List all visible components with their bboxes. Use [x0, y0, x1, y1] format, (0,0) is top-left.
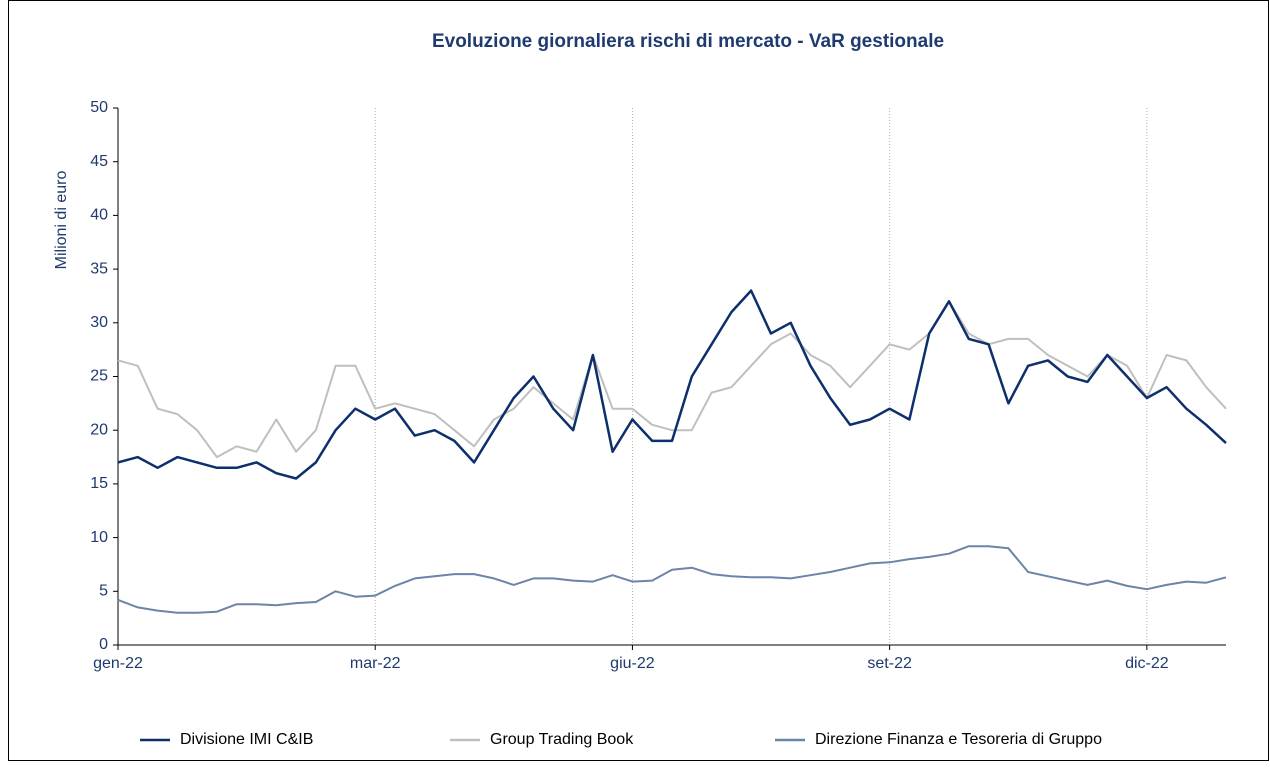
y-tick-label: 5: [99, 583, 108, 600]
series-line: [117, 300, 1227, 459]
frame: [8, 0, 1269, 761]
y-axis-label: Milioni di euro: [53, 171, 70, 270]
y-tick-label: 0: [99, 636, 108, 653]
y-tick-label: 45: [90, 153, 108, 170]
x-tick-label: mar-22: [350, 655, 401, 672]
y-tick-label: 50: [90, 99, 108, 116]
x-tick-label: set-22: [867, 655, 912, 672]
x-tick-label: giu-22: [610, 655, 655, 672]
y-tick-label: 35: [90, 260, 108, 277]
legend-label: Divisione IMI C&IB: [180, 731, 313, 748]
y-tick-label: 25: [90, 368, 108, 385]
series-line: [117, 545, 1227, 614]
legend-label: Direzione Finanza e Tesoreria di Gruppo: [815, 731, 1102, 748]
x-tick-label: dic-22: [1125, 655, 1169, 672]
legend-label: Group Trading Book: [490, 731, 634, 748]
y-tick-label: 30: [90, 314, 108, 331]
series-line: [117, 289, 1227, 480]
y-tick-label: 15: [90, 475, 108, 492]
y-tick-label: 20: [90, 421, 108, 438]
y-tick-label: 40: [90, 207, 108, 224]
x-tick-label: gen-22: [93, 655, 143, 672]
y-tick-label: 10: [90, 529, 108, 546]
chart-title: Evoluzione giornaliera rischi di mercato…: [432, 31, 944, 52]
